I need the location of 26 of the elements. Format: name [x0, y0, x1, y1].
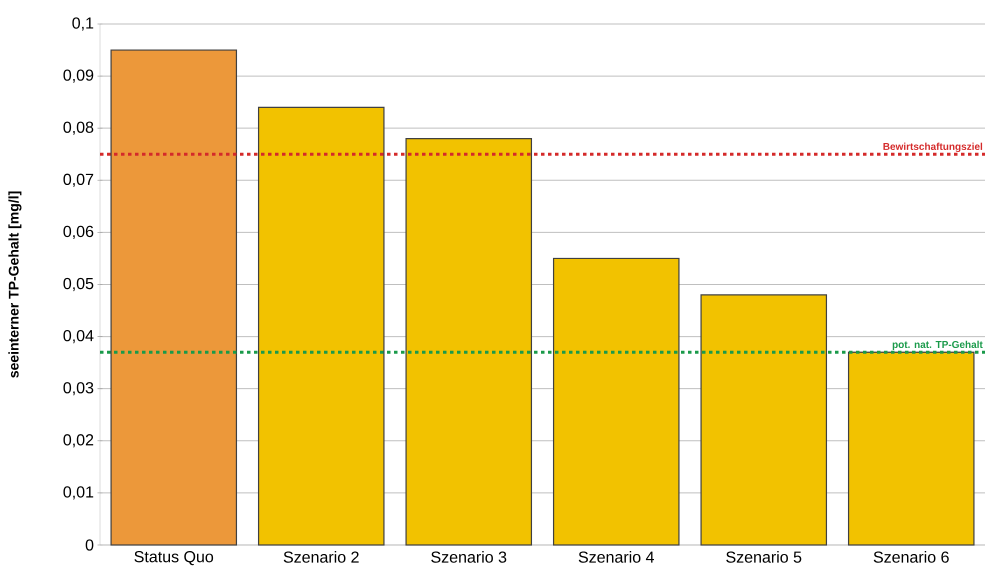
bar — [110, 49, 238, 546]
y-tick-label: 0,01 — [63, 486, 94, 500]
x-tick-label: Szenario 2 — [284, 551, 359, 563]
x-tick-label: Szenario 5 — [726, 551, 802, 563]
y-tick-label: 0,04 — [63, 330, 94, 344]
x-tick-label: Szenario 6 — [874, 551, 949, 563]
bar — [848, 352, 975, 546]
ref-line-label: pot. nat. TP-Gehalt — [892, 340, 983, 350]
y-tick-label: 0,03 — [63, 382, 94, 396]
bar — [552, 258, 680, 546]
x-tick-label: Status Quo — [134, 551, 214, 566]
y-tick-label: 0,07 — [63, 174, 94, 187]
ref-line-label: Bewirtschaftungsziel — [883, 142, 982, 152]
y-tick-label: 0,05 — [63, 278, 94, 292]
x-tick-label: Szenario 3 — [431, 551, 506, 563]
y-tick-label: 0,1 — [72, 17, 94, 31]
y-tick-label: 0,08 — [63, 122, 94, 135]
bar — [405, 138, 532, 546]
y-axis-title: seeinterner TP-Gehalt [mg/l] — [8, 192, 22, 378]
bar — [258, 106, 385, 546]
y-tick-label: 0 — [86, 539, 94, 551]
y-tick-label: 0,09 — [63, 69, 94, 83]
x-tick-label: Szenario 4 — [578, 551, 654, 563]
y-tick-label: 0,02 — [63, 434, 94, 448]
bar — [700, 294, 828, 546]
y-tick-label: 0,06 — [63, 226, 94, 239]
